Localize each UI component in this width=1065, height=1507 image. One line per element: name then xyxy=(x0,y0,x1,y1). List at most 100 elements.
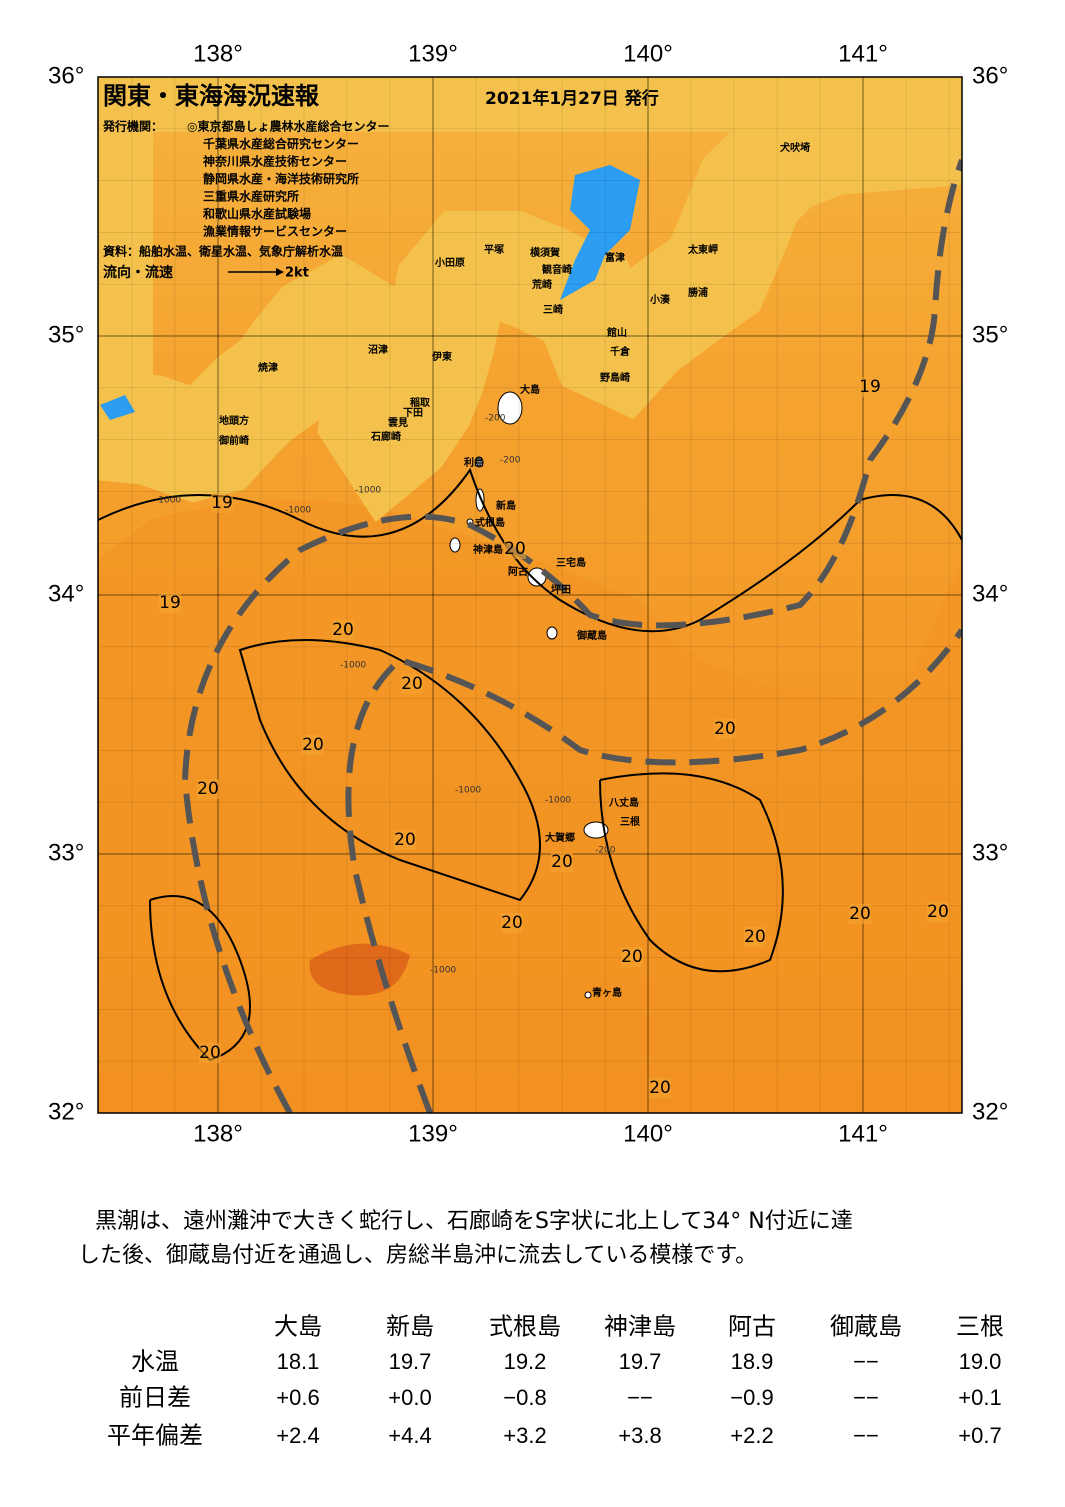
contour-label: 20 xyxy=(621,947,643,967)
contour-label: 20 xyxy=(714,719,736,739)
island xyxy=(449,537,461,553)
kuroshio-axis xyxy=(181,158,962,1113)
contour-label-bg xyxy=(394,830,416,850)
map-frame xyxy=(97,76,963,1114)
column-header: 新島 xyxy=(386,1313,434,1340)
place-name: 阿古 xyxy=(508,565,528,578)
depth-label: -200 xyxy=(485,414,506,424)
cell: 18.1 xyxy=(277,1349,320,1374)
column-header: 神津島 xyxy=(604,1313,676,1340)
cell: −− xyxy=(853,1423,879,1448)
place-name: 利島 xyxy=(464,456,484,469)
issuer: 三重県水産研究所 xyxy=(203,189,299,204)
source: 資料：船舶水温、衛星水温、気象庁解析水温 xyxy=(103,244,343,259)
lat-label: 35° xyxy=(972,321,1008,348)
contour-label: 20 xyxy=(302,735,324,755)
cell: −0.8 xyxy=(503,1385,546,1410)
contour-label: 19 xyxy=(859,377,881,397)
place-name: 雲見 xyxy=(388,417,408,429)
place-name: 三根 xyxy=(620,815,640,828)
place-name: 坪田 xyxy=(551,583,571,596)
depth-label: -200 xyxy=(595,846,616,856)
lon-label: 139° xyxy=(408,40,458,67)
place-name: 八丈島 xyxy=(608,796,639,809)
lon-label: 141° xyxy=(838,1120,888,1147)
place-name: 御蔵島 xyxy=(576,629,607,642)
lat-label: 33° xyxy=(48,839,84,866)
description-line: した後、御蔵島付近を通過し、房総半島沖に流去している模様です。 xyxy=(78,1243,757,1268)
contour-label: 20 xyxy=(401,674,423,694)
place-name: 三宅島 xyxy=(556,556,586,569)
contour-label-bg xyxy=(401,674,423,694)
lat-label: 32° xyxy=(48,1098,84,1125)
islands xyxy=(449,391,609,999)
place-name: 式根島 xyxy=(475,516,505,529)
tokyo-bay xyxy=(560,165,640,300)
depth-label: -1000 xyxy=(355,486,381,496)
contour-label-bg xyxy=(551,852,573,872)
contour-label-bg xyxy=(927,902,949,922)
place-name: 大島 xyxy=(520,383,540,396)
issuer: 神奈川県水産技術センター xyxy=(203,154,347,169)
place-name: 焼津 xyxy=(258,361,278,374)
contour-label: 20 xyxy=(744,927,766,947)
place-name: 沼津 xyxy=(368,343,388,356)
lon-label: 138° xyxy=(193,1120,243,1147)
cell: +0.1 xyxy=(958,1385,1001,1410)
cell: 19.0 xyxy=(959,1349,1002,1374)
place-name: 小田原 xyxy=(434,256,465,269)
contour-label-bg xyxy=(621,947,643,967)
issuer-label: 発行機関： xyxy=(102,119,163,134)
column-header: 式根島 xyxy=(489,1313,561,1340)
cell: +0.7 xyxy=(958,1423,1001,1448)
cell: +3.2 xyxy=(503,1423,546,1448)
island xyxy=(546,626,558,640)
place-name: 犬吠埼 xyxy=(780,141,810,154)
place-name: 稲取 xyxy=(410,396,431,409)
contour-label: 20 xyxy=(394,830,416,850)
place-name: 新島 xyxy=(496,499,516,512)
place-name: 御前崎 xyxy=(218,434,249,447)
place-name: 平塚 xyxy=(484,243,504,256)
island xyxy=(474,456,484,468)
title: 関東・東海海況速報 xyxy=(103,82,320,110)
header: 関東・東海海況速報 2021年1月27日 発行 発行機関： ◎東京都島しょ農林水… xyxy=(102,82,659,281)
lon-label: 140° xyxy=(623,1120,673,1147)
contour-label: 20 xyxy=(927,902,949,922)
contour-label: 20 xyxy=(501,913,523,933)
issuer: 漁業情報サービスセンター xyxy=(203,224,347,239)
issuer: 和歌山県水産試験場 xyxy=(202,206,311,221)
contour-label: 20 xyxy=(332,620,354,640)
issuer: ◎東京都島しょ農林水産総合センター xyxy=(187,119,389,134)
island xyxy=(497,391,523,425)
island xyxy=(475,488,485,512)
depth-label: -1000 xyxy=(285,506,311,516)
contour-label-bg xyxy=(211,493,233,513)
issuer: 静岡県水産・海洋技術研究所 xyxy=(203,171,359,186)
contour-label-bg xyxy=(859,377,881,397)
contour-label-bg xyxy=(199,1043,221,1063)
cell: +2.2 xyxy=(730,1423,773,1448)
place-name: 太東岬 xyxy=(687,243,718,256)
suruga-shelf xyxy=(100,395,135,420)
place-name: 荒崎 xyxy=(531,278,552,291)
contour-label-bg xyxy=(501,913,523,933)
axis-labels: 138° 138° 139° 139° 140° 140° 141° 141° 36° 36° 35… xyxy=(48,40,1008,1147)
row-label: 水温 xyxy=(131,1348,179,1375)
place-name: 地頭方 xyxy=(219,414,249,427)
depth-label: -1000 xyxy=(455,786,481,796)
depth-label: -1000 xyxy=(340,661,366,671)
lat-label: 34° xyxy=(48,580,84,607)
isotherm xyxy=(599,772,784,973)
legend-speed: 2kt xyxy=(285,266,309,281)
place-name: 富津 xyxy=(605,251,625,264)
description-line: 黒潮は、遠州灘沖で大きく蛇行し、石廊崎をS字状に北上して34° N付近に達 xyxy=(95,1209,853,1234)
cell: +2.4 xyxy=(276,1423,319,1448)
depth-label: -1000 xyxy=(155,496,181,506)
row-label: 平年偏差 xyxy=(107,1422,203,1449)
place-name: 三崎 xyxy=(543,303,563,316)
place-name: 千倉 xyxy=(610,345,631,358)
kuroshio xyxy=(181,158,962,1113)
